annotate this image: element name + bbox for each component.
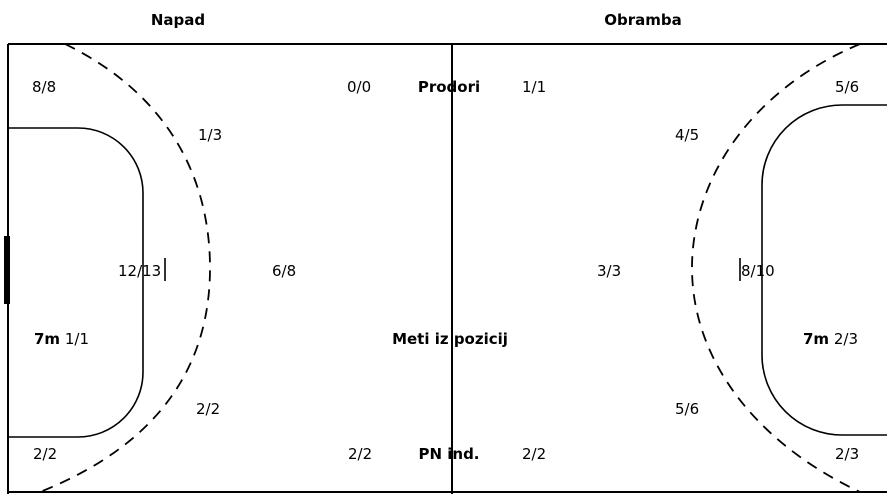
right-six-meter-line: [761, 104, 887, 436]
napad-right-wing-bottom: 2/2: [33, 445, 58, 463]
obramba-seven-m-value: 2/3: [833, 330, 858, 348]
obramba-breakthroughs: 1/1: [522, 78, 547, 96]
napad-seven-m-label: 7m: [34, 330, 61, 348]
label-prodori: Prodori: [417, 78, 481, 96]
right-nine-meter-line: [691, 43, 861, 493]
napad-counter: 2/2: [348, 445, 373, 463]
label-meti-iz-pozicij: Meti iz pozicij: [392, 330, 508, 348]
napad-left-wing-top: 8/8: [32, 78, 57, 96]
left-six-meter-line: [8, 127, 144, 438]
napad-backcourt-right: 2/2: [196, 400, 221, 418]
obramba-right-wing-bottom: 2/3: [835, 445, 860, 463]
napad-breakthroughs: 0/0: [347, 78, 372, 96]
napad-pivot-six: 12/13: [118, 262, 162, 280]
obramba-seven-m-label: 7m: [803, 330, 830, 348]
obramba-seven-m: 7m 2/3: [803, 330, 858, 348]
napad-backcourt-left: 1/3: [198, 126, 223, 144]
obramba-backcourt-center: 3/3: [597, 262, 622, 280]
obramba-backcourt-right: 5/6: [675, 400, 700, 418]
napad-seven-m-value: 1/1: [64, 330, 89, 348]
obramba-counter: 2/2: [522, 445, 547, 463]
obramba-pivot-six: 8/10: [741, 262, 775, 280]
left-nine-meter-line: [39, 43, 211, 493]
header-napad: Napad: [150, 11, 206, 29]
left-goal: [4, 236, 10, 304]
label-pn-ind: PN ind.: [418, 445, 480, 463]
napad-seven-m: 7m 1/1: [34, 330, 89, 348]
napad-backcourt-center: 6/8: [272, 262, 297, 280]
header-obramba: Obramba: [604, 11, 682, 29]
obramba-right-wing-top: 5/6: [835, 78, 860, 96]
obramba-backcourt-left: 4/5: [675, 126, 700, 144]
